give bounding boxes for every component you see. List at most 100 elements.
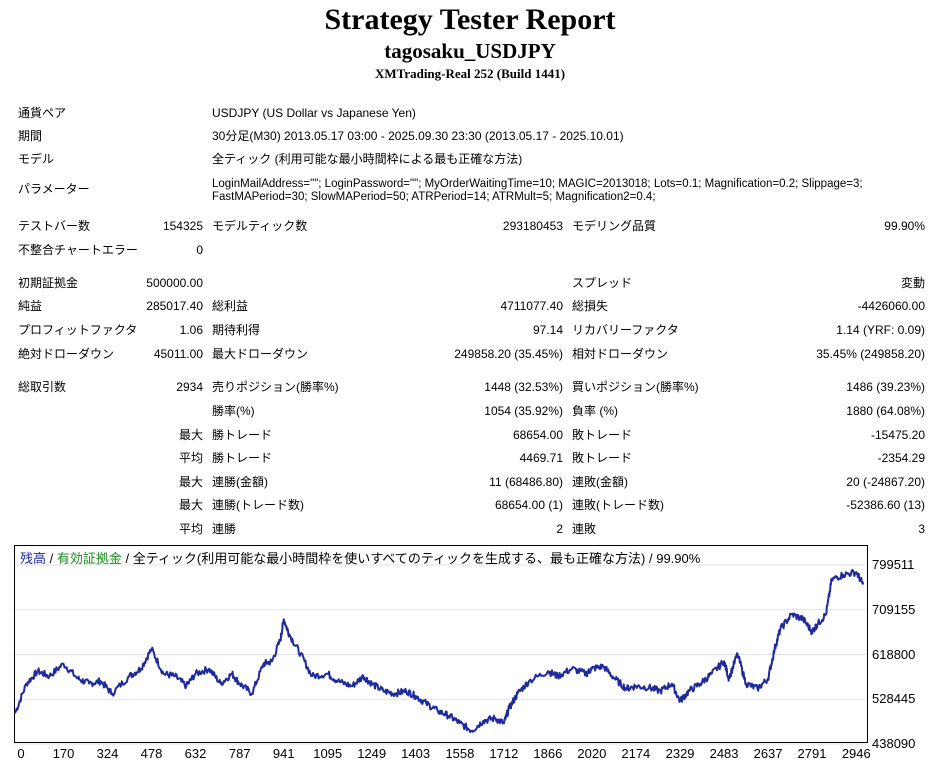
server-build: XMTrading-Real 252 (Build 1441) (374, 66, 566, 81)
spread-label: スプレッド (572, 276, 633, 290)
loss-trades-value: 1880 (64.08%) (846, 404, 925, 418)
legend-description: / 全ティック(利用可能な最小時間枠を使いすべてのティックを生成する、最も正確な… (121, 551, 701, 566)
y-tick-label: 709155 (872, 601, 916, 617)
average-prefix: 平均 (178, 451, 203, 465)
gross-loss-value: -4426060.00 (857, 299, 925, 313)
x-tick-label: 2637 (753, 746, 783, 761)
spread-value: 変動 (900, 276, 925, 290)
max-consecutive-profit-label: 連勝(トレード数) (212, 498, 304, 512)
max-consecutive-losses-label: 連敗(金額) (572, 475, 628, 489)
max-consecutive-prefix: 最大 (178, 475, 203, 489)
largest-loss-label: 敗トレード (572, 428, 633, 442)
recovery-factor-value: 1.14 (YRF: 0.09) (836, 323, 925, 337)
x-tick-label: 787 (228, 746, 251, 761)
recovery-factor-label: リカバリーファクタ (572, 323, 679, 337)
long-positions-label: 買いポジション(勝率%) (572, 380, 699, 394)
period-value: 30分足(M30) 2013.05.17 03:00 - 2025.09.30 … (212, 129, 624, 143)
max-consecutive-wins-label: 連勝(金額) (212, 475, 268, 489)
largest-prefix: 最大 (178, 428, 203, 442)
absolute-drawdown-value: 45011.00 (153, 347, 203, 361)
total-trades-label: 総取引数 (18, 380, 67, 394)
net-profit-label: 純益 (18, 299, 43, 313)
mismatch-errors-value: 0 (196, 243, 203, 257)
model-quality-label: モデリング品質 (572, 219, 657, 233)
initial-deposit-value: 500000.00 (146, 276, 203, 290)
maximal-consecutive-prefix: 最大 (178, 498, 203, 512)
x-tick-label: 2329 (665, 746, 695, 761)
x-tick-label: 0 (17, 746, 25, 761)
report-title: Strategy Tester Report (324, 3, 616, 36)
average-consecutive-wins-label: 連勝 (212, 522, 237, 536)
expected-payoff-label: 期待利得 (212, 323, 261, 337)
model-ticks-value: 293180453 (502, 219, 563, 233)
net-profit-value: 285017.40 (146, 299, 203, 313)
x-tick-label: 941 (272, 746, 295, 761)
x-tick-label: 1558 (445, 746, 475, 761)
loss-trades-label: 負率 (%) (572, 404, 618, 418)
x-tick-label: 2946 (841, 746, 871, 761)
model-value: 全ティック (利用可能な最小時間枠による最も正確な方法) (212, 152, 523, 166)
x-tick-label: 2791 (797, 746, 827, 761)
params-line-2: FastMAPeriod=30; SlowMAPeriod=50; ATRPer… (212, 191, 656, 203)
balance-series-line (14, 568, 865, 733)
params-line-1: LoginMailAddress=""; LoginPassword=""; M… (212, 178, 863, 190)
x-tick-label: 1403 (401, 746, 431, 761)
average-consecutive-wins-value: 2 (556, 522, 563, 536)
y-tick-label: 438090 (872, 736, 916, 751)
legend-separator: / (46, 551, 57, 566)
total-trades-value: 2934 (176, 380, 203, 394)
short-positions-value: 1448 (32.53%) (484, 380, 563, 394)
relative-drawdown-value: 35.45% (249858.20) (816, 347, 925, 361)
test-bars-value: 154325 (162, 219, 203, 233)
absolute-drawdown-label: 絶対ドローダウン (18, 347, 115, 361)
x-tick-label: 1712 (489, 746, 519, 761)
model-ticks-label: モデルティック数 (212, 219, 308, 233)
short-positions-label: 売りポジション(勝率%) (212, 380, 339, 394)
model-label: モデル (18, 152, 55, 166)
maximal-drawdown-label: 最大ドローダウン (212, 347, 309, 361)
gross-profit-label: 総利益 (212, 299, 249, 313)
x-tick-label: 478 (140, 746, 163, 761)
x-tick-label: 1095 (313, 746, 343, 761)
chart-legend: 残高 / 有効証拠金 / 全ティック(利用可能な最小時間枠を使いすべてのティック… (20, 551, 700, 567)
pair-label: 通貨ペア (18, 106, 67, 120)
max-consecutive-losses-value: 20 (-24867.20) (846, 475, 925, 489)
largest-profit-value: 68654.00 (512, 428, 563, 442)
long-positions-value: 1486 (39.23%) (846, 380, 925, 394)
maximal-drawdown-value: 249858.20 (35.45%) (454, 347, 563, 361)
y-tick-label: 799511 (872, 557, 915, 572)
legend-equity: 有効証拠金 (56, 551, 122, 566)
legend-balance: 残高 (20, 551, 47, 566)
relative-drawdown-label: 相対ドローダウン (572, 347, 669, 361)
average-consecutive-losses-label: 連敗 (572, 522, 597, 536)
x-tick-label: 324 (96, 746, 119, 761)
profit-trades-value: 1054 (35.92%) (484, 404, 563, 418)
x-tick-label: 1866 (533, 746, 563, 761)
profit-trades-label: 勝率(%) (212, 404, 255, 418)
max-consecutive-loss-label: 連敗(トレード数) (572, 498, 664, 512)
gross-profit-value: 4711077.40 (500, 299, 563, 313)
x-tick-label: 2483 (709, 746, 739, 761)
x-tick-label: 2174 (621, 746, 651, 761)
profit-factor-label: プロフィットファクタ (18, 323, 138, 337)
mismatch-errors-label: 不整合チャートエラー (18, 243, 138, 257)
average-loss-value: -2354.29 (877, 451, 925, 465)
x-tick-label: 170 (52, 746, 75, 761)
profit-factor-value: 1.06 (179, 323, 203, 337)
largest-profit-label: 勝トレード (212, 428, 273, 442)
average-consecutive-losses-value: 3 (918, 522, 925, 536)
x-tick-label: 1249 (357, 746, 387, 761)
x-tick-label: 632 (184, 746, 207, 761)
max-consecutive-profit-value: 68654.00 (1) (494, 498, 563, 512)
average-profit-value: 4469.71 (519, 451, 563, 465)
average-profit-label: 勝トレード (212, 451, 273, 465)
x-tick-label: 2020 (577, 746, 607, 761)
average-loss-label: 敗トレード (572, 451, 633, 465)
y-tick-label: 528445 (872, 691, 916, 707)
model-quality-value: 99.90% (884, 219, 925, 233)
period-label: 期間 (18, 129, 43, 143)
gross-loss-label: 総損失 (572, 299, 609, 313)
expected-payoff-value: 97.14 (532, 323, 563, 337)
largest-loss-value: -15475.20 (870, 428, 925, 442)
